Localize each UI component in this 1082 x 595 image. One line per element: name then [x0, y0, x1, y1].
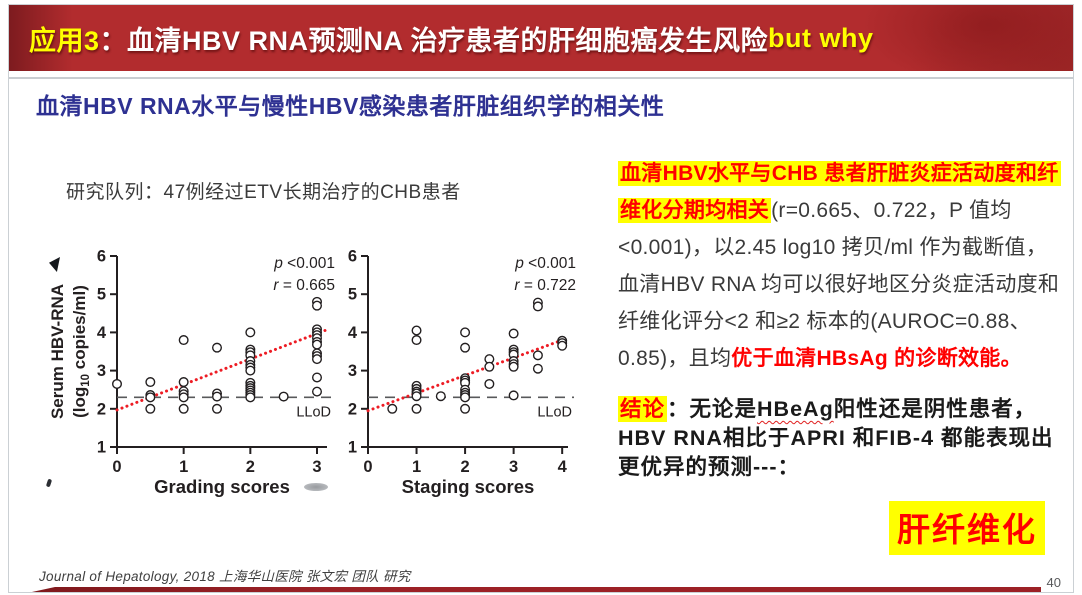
conclusion-body-pre: ：无论是 — [667, 397, 758, 421]
svg-text:p <0.001: p <0.001 — [273, 255, 335, 272]
svg-text:3: 3 — [97, 362, 106, 380]
conclusion-body-post: 阳性还是阴性患者，HBV RNA相比于APRI 和FIB-4 都能表现出更优异的… — [618, 397, 1054, 479]
svg-text:4: 4 — [558, 458, 568, 476]
svg-text:Staging scores: Staging scores — [402, 476, 535, 497]
svg-text:1: 1 — [348, 439, 357, 457]
conclusion-keyword-badge: 肝纤维化 — [889, 501, 1045, 555]
conclusion-hbeag-term: HBeAg — [757, 397, 834, 421]
svg-text:3: 3 — [348, 362, 357, 380]
presentation-slide: 应用3 ：血清HBV RNA预测NA 治疗患者的肝细胞癌发生风险 but why … — [8, 4, 1074, 593]
findings-body: (r=0.665、0.722，P 值均 <0.001)，以2.45 log10 … — [618, 199, 1060, 370]
svg-text:2: 2 — [348, 400, 357, 418]
bottom-accent-bar — [25, 587, 1041, 592]
svg-text:r = 0.722: r = 0.722 — [514, 277, 576, 294]
findings-emphasis: 优于血清HBsAg 的诊断效能。 — [731, 347, 1022, 370]
svg-text:LLoD: LLoD — [296, 404, 331, 420]
svg-text:1: 1 — [179, 458, 188, 476]
svg-text:6: 6 — [348, 248, 357, 266]
svg-text:4: 4 — [97, 324, 107, 342]
svg-text:6: 6 — [97, 248, 106, 266]
svg-text:2: 2 — [97, 400, 106, 418]
svg-text:3: 3 — [312, 458, 321, 476]
svg-text:4: 4 — [348, 324, 358, 342]
page-number: 40 — [1046, 575, 1061, 590]
svg-text:1: 1 — [97, 439, 106, 457]
artifact-grey-smudge — [304, 483, 328, 491]
svg-text:2: 2 — [460, 458, 469, 476]
svg-text:p <0.001: p <0.001 — [514, 255, 576, 272]
svg-text:Serum HBV-RNA: Serum HBV-RNA — [49, 284, 67, 419]
conclusion-label: 结论 — [618, 396, 668, 422]
slide-subtitle: 血清HBV RNA水平与慢性HBV感染患者肝脏组织学的相关性 — [36, 93, 665, 119]
svg-text:0: 0 — [363, 458, 372, 476]
svg-text:2: 2 — [246, 458, 255, 476]
svg-text:0: 0 — [112, 458, 121, 476]
header-app-label: 应用3 — [29, 25, 100, 56]
citation-reference: Journal of Hepatology, 2018 上海华山医院 张文宏 团… — [39, 569, 411, 584]
artifact-triangle-mark — [49, 257, 60, 272]
svg-text:r = 0.665: r = 0.665 — [273, 277, 335, 294]
svg-text:3: 3 — [509, 458, 518, 476]
header-but-why: but why — [768, 22, 874, 53]
svg-text:LLoD: LLoD — [537, 404, 572, 420]
conclusion-paragraph: 结论：无论是HBeAg阳性还是阴性患者，HBV RNA相比于APRI 和FIB-… — [618, 395, 1073, 482]
findings-paragraph: 血清HBV水平与CHB 患者肝脏炎症活动度和纤维化分期均相关(r=0.665、0… — [618, 155, 1068, 377]
slide-header-banner: 应用3 ：血清HBV RNA预测NA 治疗患者的肝细胞癌发生风险 but why — [9, 5, 1073, 71]
svg-text:1: 1 — [412, 458, 421, 476]
svg-text:5: 5 — [97, 286, 106, 304]
svg-text:Grading scores: Grading scores — [154, 476, 290, 497]
header-divider — [9, 77, 1073, 79]
header-title: ：血清HBV RNA预测NA 治疗患者的肝细胞癌发生风险 — [99, 25, 769, 56]
svg-text:(log10 copies/ml): (log10 copies/ml) — [70, 285, 92, 418]
svg-text:5: 5 — [348, 286, 357, 304]
cohort-note: 研究队列：47例经过ETV长期治疗的CHB患者 — [66, 182, 461, 203]
